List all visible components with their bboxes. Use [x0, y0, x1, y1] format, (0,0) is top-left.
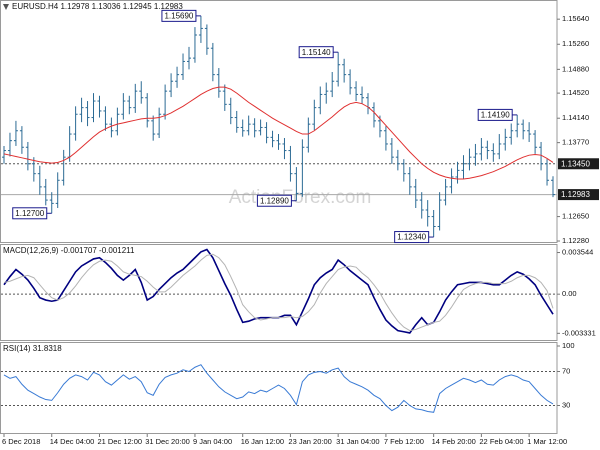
annotation-box [298, 46, 334, 59]
annotation-label: 1.15140 [302, 48, 331, 57]
x-tick-label: 7 Feb 12:00 [384, 437, 424, 446]
panel-title: RSI(14) 31.8318 [3, 344, 62, 353]
panel-border [0, 342, 558, 434]
level-label: 1.12983 [561, 190, 590, 199]
panel-title: EURUSD.H4 1.12978 1.13036 1.12945 1.1298… [12, 2, 183, 11]
annotation-label: 1.15690 [164, 11, 193, 20]
series-line [3, 253, 554, 332]
y-tick-label: 1.14140 [562, 113, 589, 122]
y-tick-label: 70 [562, 366, 570, 375]
y-tick-label: 0.00 [562, 289, 577, 298]
annotation-box [394, 231, 430, 244]
y-tick-label: 1.14520 [562, 88, 589, 97]
x-tick-label: 9 Jan 04:00 [193, 437, 232, 446]
watermark: ActionForex.com [229, 187, 372, 208]
y-tick-label: 1.12650 [562, 212, 589, 221]
x-tick-label: 16 Jan 12:00 [241, 437, 284, 446]
annotation-label: 1.12700 [15, 209, 44, 218]
x-tick-label: 21 Dec 12:00 [97, 437, 142, 446]
level-label: 1.13450 [561, 159, 590, 168]
panel-border [0, 0, 558, 243]
x-tick-label: 6 Dec 2018 [2, 437, 40, 446]
x-tick-label: 1 Mar 12:00 [527, 437, 567, 446]
annotation-label: 1.12890 [260, 196, 289, 205]
x-tick-label: 23 Jan 20:00 [288, 437, 331, 446]
panel-title: MACD(12,26,9) -0.001707 -0.001211 [3, 246, 135, 255]
y-tick-label: 1.13770 [562, 138, 589, 147]
annotation-label: 1.14190 [481, 111, 510, 120]
x-tick-label: 31 Jan 04:00 [336, 437, 379, 446]
y-tick-label: 1.14880 [562, 64, 589, 73]
x-tick-label: 31 Dec 20:00 [145, 437, 190, 446]
y-tick-label: -0.003331 [562, 328, 596, 337]
annotation-box [477, 108, 513, 121]
y-tick-label: 30 [562, 400, 570, 409]
series-line [3, 86, 554, 180]
annotation-box [12, 207, 48, 220]
y-tick-label: 1.15260 [562, 39, 589, 48]
annotation-box [161, 9, 197, 22]
y-tick-label: 1.12280 [562, 236, 589, 245]
y-tick-label: 100 [562, 341, 575, 350]
y-tick-label: 0.003544 [562, 248, 593, 257]
x-tick-label: 14 Dec 04:00 [50, 437, 95, 446]
annotation-label: 1.12340 [397, 233, 426, 242]
y-tick-label: 1.15640 [562, 14, 589, 23]
symbol-icon [3, 4, 9, 10]
x-tick-label: 14 Feb 20:00 [432, 437, 476, 446]
series-line [3, 364, 554, 413]
annotation-box [256, 194, 292, 207]
level-label-box [558, 189, 599, 201]
x-tick-label: 22 Feb 04:00 [479, 437, 523, 446]
level-label-box [558, 158, 599, 170]
panel-border [0, 244, 558, 341]
